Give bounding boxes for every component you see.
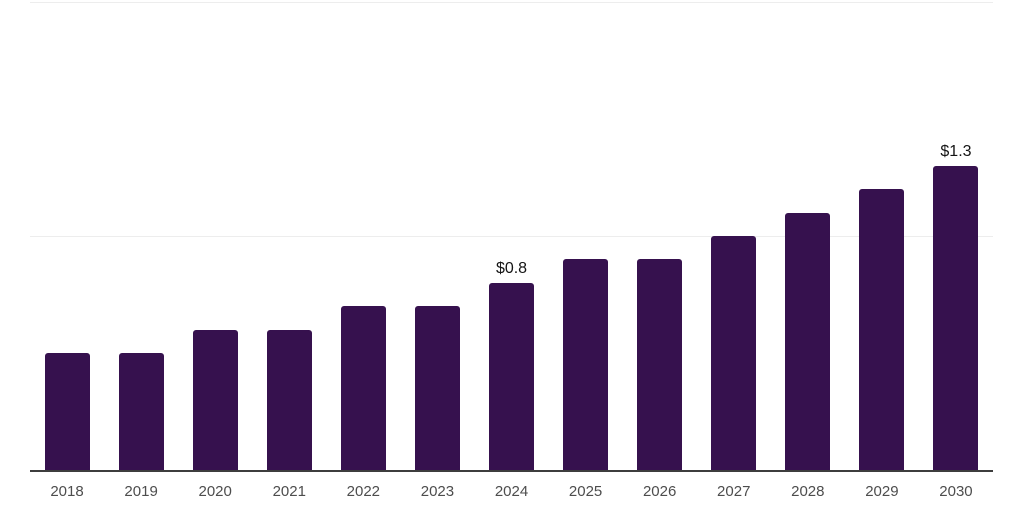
bar-2027 [711,236,757,470]
x-tick-label-2028: 2028 [791,483,825,500]
x-tick-label-2018: 2018 [50,483,84,500]
x-axis-labels: 2018 2019 2020 2021 2022 2023 2024 2025 2026 2027… [30,470,993,499]
bar-slot-2028 [771,2,845,470]
x-tick-label-2023: 2023 [420,483,455,500]
bar-slot-2029 [845,2,919,470]
gridline [30,2,993,3]
x-tick-label-2024: 2024 [494,483,529,500]
bar-2030 [933,165,979,470]
bar-2026 [637,259,683,470]
x-tick-label-2019: 2019 [124,483,158,500]
bar-slot-2027 [697,2,771,470]
bar-slot-2020 [178,2,252,470]
bars-container: $0.8 $1.3 [30,2,993,470]
plot-area: $0.8 $1.3 [30,2,993,472]
x-tick-label-2020: 2020 [198,483,232,500]
bar-2020 [192,329,238,470]
bar-2028 [785,212,831,470]
x-tick-label-2026: 2026 [642,483,677,500]
bar-value-label: $0.8 [495,259,528,277]
bar-slot-2021 [252,2,326,470]
bar-2019 [118,353,164,470]
bar-slot-2019 [104,2,178,470]
bar-slot-2026 [623,2,697,470]
bar-2023 [414,306,460,470]
x-tick-label-2030: 2030 [939,483,973,500]
x-tick-label-2022: 2022 [346,483,381,500]
bar-2029 [859,189,905,470]
bar-slot-2025 [549,2,623,470]
bar-2018 [44,353,90,470]
bar-2021 [266,329,312,470]
bar-slot-2022 [326,2,400,470]
bar-2022 [340,306,386,470]
bar-slot-2030: $1.3 [919,2,993,470]
x-tick-label-2021: 2021 [272,483,306,500]
x-tick-label-2027: 2027 [717,483,751,500]
x-tick-label-2025: 2025 [568,483,603,500]
bar-slot-2024: $0.8 [474,2,548,470]
bar-slot-2018 [30,2,104,470]
bar-2025 [563,259,609,470]
x-tick-label-2029: 2029 [865,483,899,500]
bar-slot-2023 [400,2,474,470]
bar-2024 [489,282,534,470]
x-axis-line [30,470,993,472]
bar-value-label: $1.3 [940,142,972,160]
gridline [30,236,993,237]
